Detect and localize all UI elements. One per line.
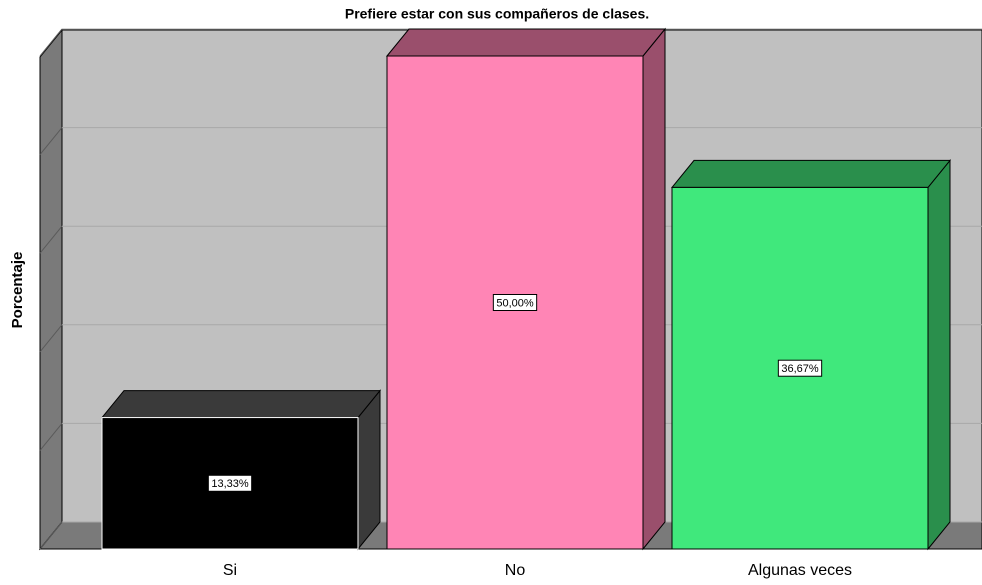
bar-side [927, 159, 951, 551]
x-tick-label: No [505, 562, 526, 579]
bar-side [642, 27, 666, 551]
value-label: 36,67% [781, 363, 819, 375]
left-wall [39, 28, 63, 551]
y-axis-label: Porcentaje [9, 252, 26, 329]
bar [670, 159, 952, 551]
value-label-box [777, 359, 823, 377]
wall-grid-line [39, 127, 63, 155]
x-tick-label: Si [223, 562, 237, 579]
wall-grid-line [39, 225, 63, 254]
wall-grid-line [39, 28, 63, 57]
wall-grid-line [39, 324, 63, 353]
chart-title: Prefiere estar con sus compañeros de cla… [345, 6, 649, 22]
bar-top [670, 159, 952, 188]
value-label: 50,00% [496, 297, 534, 309]
bar-side [357, 389, 381, 551]
bar [100, 389, 382, 551]
value-label: 13,33% [211, 478, 249, 490]
x-tick-label: Algunas veces [748, 562, 852, 579]
bar [385, 27, 667, 551]
bar-top [100, 390, 382, 419]
value-label-box [207, 474, 253, 492]
bar-top [385, 28, 667, 57]
value-label-box [492, 294, 538, 311]
wall-grid-line [39, 521, 63, 550]
wall-grid-line [39, 423, 63, 451]
